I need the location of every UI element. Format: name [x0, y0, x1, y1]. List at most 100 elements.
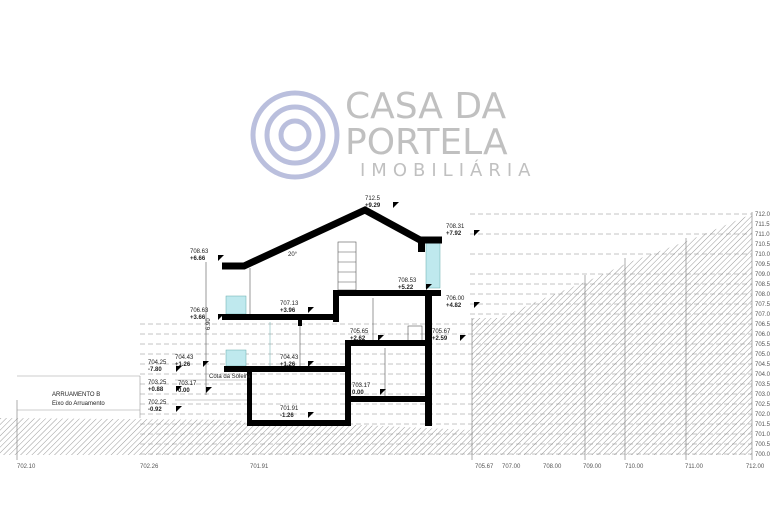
level-rel-label: +1.26 [280, 362, 296, 368]
elevation-tick-label: 700.5 [755, 442, 771, 448]
level-rel-label: +3.66 [190, 315, 206, 321]
level-rel-label: +2.59 [432, 336, 448, 342]
level-marker-icon [460, 335, 466, 341]
elevation-tick-label: 707.0 [755, 312, 771, 318]
ground-level-label: 711.00 [685, 464, 704, 470]
level-marker-icon [176, 406, 182, 412]
elevation-tick-label: 711.5 [755, 222, 770, 228]
level-rel-label: +3.96 [280, 308, 296, 314]
elevation-tick-label: 709.0 [755, 272, 771, 278]
level-rel-label: +0.88 [148, 387, 164, 393]
elevation-tick-label: 708.5 [755, 282, 771, 288]
level-rel-label: +6.66 [190, 256, 206, 262]
ground-level-label: 708.00 [543, 464, 562, 470]
level-marker-icon [308, 361, 314, 367]
level-abs-label: 705.65 [350, 329, 369, 335]
road [17, 375, 250, 418]
level-rel-label: +4.82 [446, 303, 462, 309]
elevation-tick-label: 710.5 [755, 242, 771, 248]
level-rel-label: +9.29 [365, 203, 381, 209]
level-rel-label: +1.26 [175, 362, 191, 368]
level-abs-label: 701.91 [280, 406, 299, 412]
level-abs-label: 706.00 [446, 296, 465, 302]
ground-level-label: 710.00 [625, 464, 644, 470]
height-dimension: 6.90 [206, 318, 212, 330]
elevation-tick-label: 709.5 [755, 262, 771, 268]
level-abs-label: 703.17 [352, 383, 371, 389]
roof-slope: 20° [288, 252, 298, 258]
watermark-line2: PORTELA [345, 122, 508, 163]
station-lines [16, 212, 753, 460]
level-abs-label: 708.63 [190, 249, 209, 255]
level-abs-label: 706.63 [190, 308, 209, 314]
elevation-tick-label: 704.0 [755, 372, 771, 378]
level-rel-label: +2.62 [350, 336, 366, 342]
level-marker-icon [393, 202, 399, 208]
elevation-tick-label: 707.5 [755, 302, 771, 308]
level-rel-label: 0.00 [178, 388, 190, 394]
level-abs-label: 707.13 [280, 301, 299, 307]
ground-level-label: 705.67 [475, 464, 494, 470]
level-abs-label: 712.5 [365, 196, 381, 202]
ground-level-label: 701.91 [250, 464, 269, 470]
elevation-tick-label: 710.0 [755, 252, 771, 258]
level-rel-label: -0.92 [148, 407, 162, 413]
level-abs-label: 708.53 [398, 278, 417, 284]
level-abs-label: 702.25 [148, 400, 167, 406]
level-rel-label: -7.80 [148, 367, 162, 373]
elevation-tick-label: 702.5 [755, 402, 771, 408]
road-axis-label: Eixo do Arruamento [52, 401, 105, 407]
level-rel-label: +7.92 [446, 231, 462, 237]
level-marker-icon [308, 307, 314, 313]
elevation-tick-label: 711.0 [755, 232, 770, 238]
elevation-tick-label: 702.0 [755, 412, 771, 418]
level-marker-icon [308, 412, 314, 418]
terrain-hatch-left [0, 285, 752, 455]
level-abs-label: 704.25 [148, 360, 167, 366]
road-label: ARRUAMENTO B [52, 392, 100, 398]
elevation-tick-label: 700.0 [755, 452, 771, 458]
terrain-hatch-right [472, 214, 752, 430]
level-marker-icon [474, 230, 480, 236]
level-marker-icon [378, 335, 384, 341]
level-marker-icon [203, 361, 209, 367]
level-marker-icon [206, 387, 212, 393]
elevation-tick-label: 703.0 [755, 392, 771, 398]
level-abs-label: 703.25 [148, 380, 167, 386]
level-marker-icon [380, 389, 386, 395]
level-marker-icon [176, 366, 182, 372]
level-abs-label: 704.43 [280, 355, 299, 361]
level-abs-label: 703.17 [178, 381, 197, 387]
elevation-tick-label: 704.5 [755, 362, 771, 368]
watermark-line1: CASA DA [345, 86, 506, 127]
ground-level-label: 707.00 [502, 464, 521, 470]
elevation-tick-label: 706.0 [755, 332, 771, 338]
level-marker-icon [474, 302, 480, 308]
threshold-label: Cota da Soleira [209, 374, 251, 380]
elevation-tick-label: 708.0 [755, 292, 771, 298]
level-abs-label: 705.67 [432, 329, 451, 335]
level-marker-icon [426, 284, 432, 290]
ground-level-label: 702.10 [17, 464, 36, 470]
elevation-tick-label: 705.5 [755, 342, 771, 348]
elevation-tick-label: 703.5 [755, 382, 771, 388]
elevation-tick-label: 706.5 [755, 322, 771, 328]
building-structure [222, 206, 442, 426]
level-marker-icon [218, 255, 224, 261]
ground-level-label: 709.00 [583, 464, 602, 470]
elevation-tick-label: 701.0 [755, 432, 771, 438]
level-rel-label: -1.26 [280, 413, 294, 419]
level-abs-label: 708.31 [446, 224, 465, 230]
elevation-tick-label: 701.5 [755, 422, 771, 428]
ground-level-label: 712.00 [746, 464, 765, 470]
level-rel-label: +5.22 [398, 285, 414, 291]
glazing [225, 239, 441, 368]
elevation-tick-label: 712.0 [755, 212, 771, 218]
ground-level-label: 702.26 [140, 464, 159, 470]
level-rel-label: 0.00 [352, 390, 364, 396]
level-marker-icon [218, 314, 224, 320]
watermark-logo [250, 90, 340, 180]
level-abs-label: 704.43 [175, 355, 194, 361]
